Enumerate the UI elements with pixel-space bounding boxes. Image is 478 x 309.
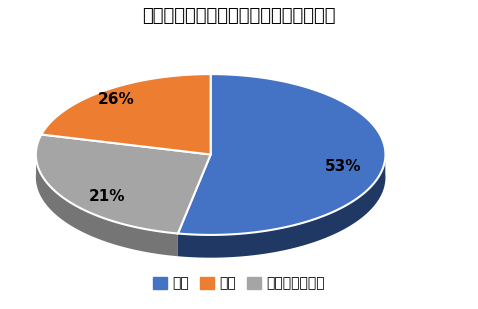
Polygon shape xyxy=(178,151,385,258)
Legend: 満足, 不満, どちらでもない: 満足, 不満, どちらでもない xyxy=(147,271,331,296)
Text: ウェイクの運転＆走行性能の満足度調査: ウェイクの運転＆走行性能の満足度調査 xyxy=(142,7,336,25)
Polygon shape xyxy=(36,134,211,234)
Polygon shape xyxy=(41,74,211,154)
Text: 21%: 21% xyxy=(88,189,125,205)
Text: 53%: 53% xyxy=(325,159,361,174)
Polygon shape xyxy=(36,151,178,256)
Polygon shape xyxy=(178,74,385,235)
Text: 26%: 26% xyxy=(98,92,134,108)
